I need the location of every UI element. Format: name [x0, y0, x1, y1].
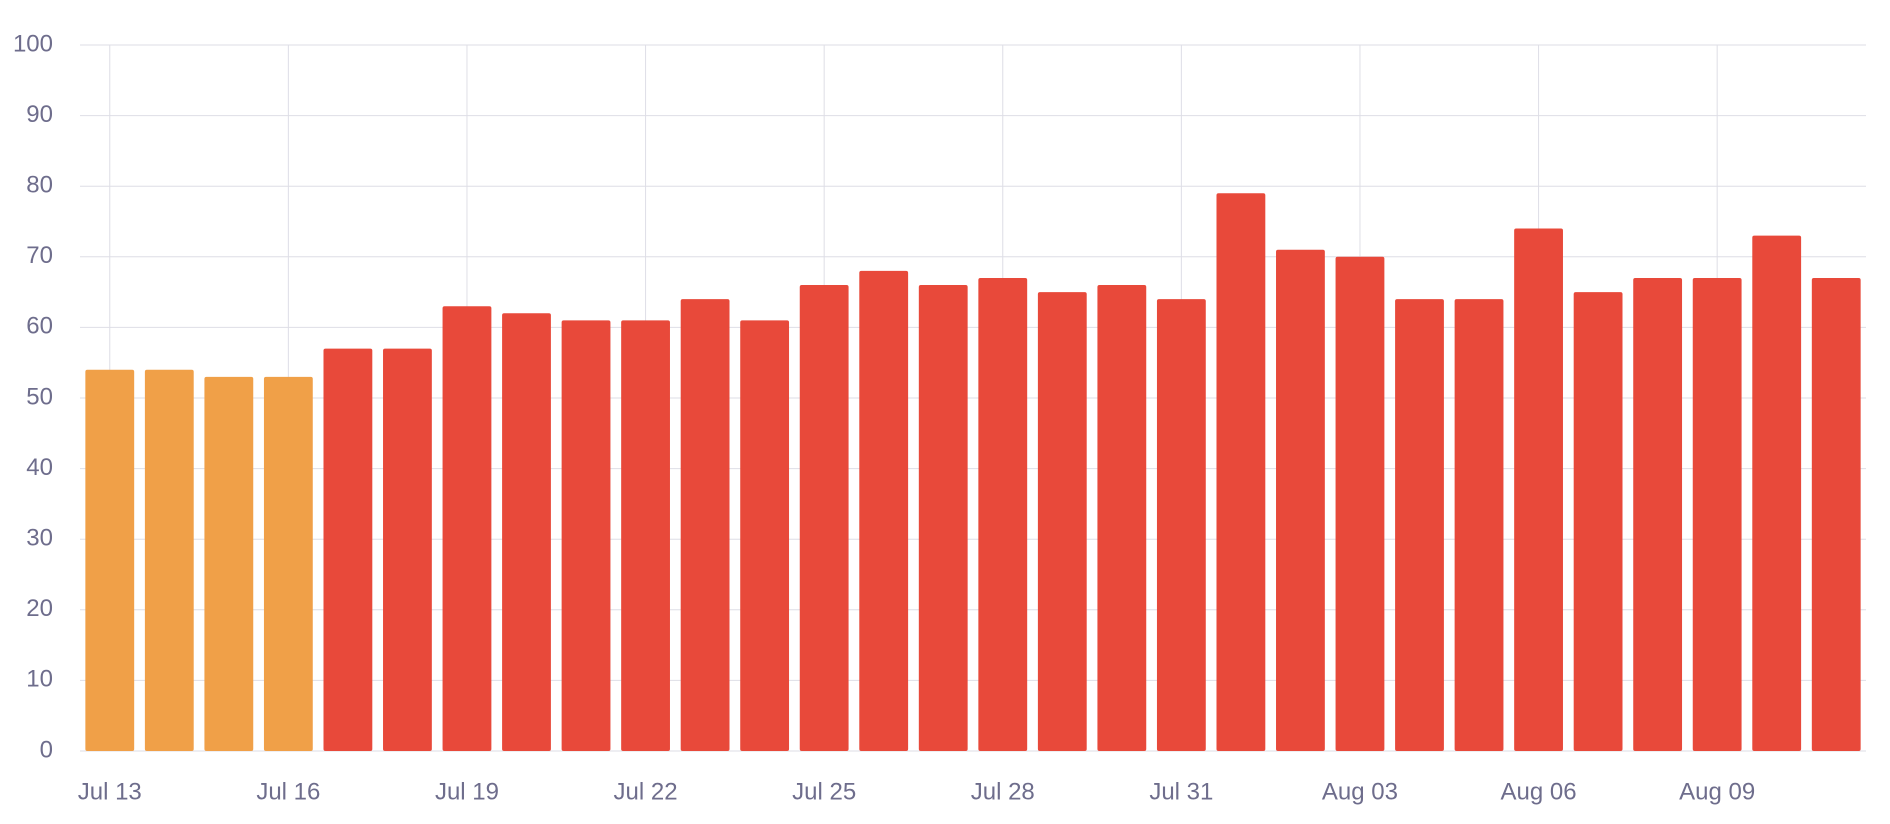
y-tick-label: 90 [26, 101, 53, 128]
bar [1097, 285, 1147, 751]
x-tick-label: Jul 13 [78, 778, 142, 805]
bar [263, 376, 313, 751]
bar [1692, 277, 1742, 751]
bar [1216, 193, 1266, 751]
bar [859, 270, 909, 751]
bar [1395, 299, 1444, 751]
y-tick-label: 60 [26, 313, 53, 340]
y-tick-label: 50 [26, 383, 53, 410]
bar [1573, 292, 1623, 751]
x-tick-label: Jul 19 [435, 778, 499, 805]
bar [1454, 299, 1504, 751]
y-tick-label: 20 [26, 595, 53, 622]
bar [1633, 277, 1683, 751]
bar [85, 369, 135, 751]
bar [740, 320, 790, 751]
bar [1276, 249, 1325, 752]
bar [1037, 292, 1087, 751]
bar [561, 320, 611, 751]
y-tick-label: 100 [13, 30, 53, 57]
bar [621, 320, 670, 751]
y-tick-label: 30 [26, 525, 53, 552]
y-tick-label: 70 [26, 242, 53, 269]
bar [1752, 235, 1802, 751]
y-tick-label: 40 [26, 454, 53, 481]
x-tick-label: Jul 25 [792, 778, 856, 805]
x-tick-label: Aug 06 [1501, 778, 1577, 805]
bar [502, 313, 551, 751]
x-tick-label: Aug 03 [1322, 778, 1398, 805]
x-tick-label: Jul 31 [1149, 778, 1213, 805]
bar [1514, 228, 1563, 751]
bar [918, 285, 968, 751]
bar [1811, 277, 1861, 751]
bar [144, 369, 194, 751]
bar [204, 376, 254, 751]
bar [442, 306, 492, 751]
x-tick-label: Jul 16 [256, 778, 320, 805]
bar [1156, 299, 1206, 751]
bar [383, 348, 432, 751]
bar [799, 285, 849, 751]
y-tick-label: 80 [26, 172, 53, 199]
bar [978, 277, 1028, 751]
bar [323, 348, 373, 751]
bar [1335, 256, 1385, 751]
y-tick-label: 10 [26, 666, 53, 693]
bar [680, 299, 730, 751]
y-tick-label: 0 [40, 736, 53, 763]
x-tick-label: Aug 09 [1679, 778, 1755, 805]
x-tick-label: Jul 22 [614, 778, 678, 805]
x-tick-label: Jul 28 [971, 778, 1035, 805]
